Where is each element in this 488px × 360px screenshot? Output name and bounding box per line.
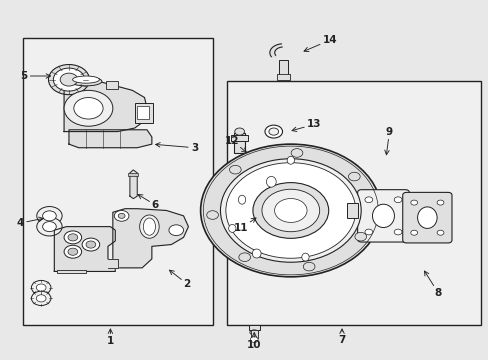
- Bar: [279, 60, 287, 76]
- Circle shape: [364, 229, 372, 235]
- Ellipse shape: [266, 176, 276, 187]
- Circle shape: [64, 90, 113, 126]
- Text: 13: 13: [291, 120, 321, 131]
- Ellipse shape: [70, 77, 102, 86]
- Bar: [227, 81, 480, 325]
- Polygon shape: [113, 209, 188, 268]
- Circle shape: [393, 229, 401, 235]
- Circle shape: [206, 211, 218, 219]
- Circle shape: [436, 200, 443, 205]
- FancyBboxPatch shape: [357, 190, 408, 242]
- Circle shape: [37, 207, 62, 225]
- Circle shape: [220, 159, 361, 262]
- Circle shape: [303, 262, 314, 271]
- Polygon shape: [64, 81, 147, 132]
- Bar: [346, 203, 357, 218]
- Circle shape: [74, 98, 103, 119]
- Ellipse shape: [140, 215, 159, 238]
- Text: 9: 9: [384, 127, 392, 155]
- Circle shape: [410, 230, 417, 235]
- Circle shape: [200, 144, 380, 277]
- Circle shape: [36, 284, 46, 291]
- Circle shape: [64, 231, 81, 244]
- Text: 2: 2: [169, 270, 190, 289]
- Circle shape: [238, 253, 250, 261]
- Ellipse shape: [252, 249, 261, 258]
- Text: 10: 10: [246, 333, 261, 350]
- Text: 12: 12: [224, 136, 246, 152]
- Bar: [57, 270, 86, 273]
- Circle shape: [31, 280, 51, 295]
- Circle shape: [262, 189, 319, 232]
- Circle shape: [274, 199, 306, 222]
- Circle shape: [68, 248, 78, 255]
- Circle shape: [53, 68, 84, 91]
- Text: 3: 3: [155, 143, 198, 153]
- Ellipse shape: [301, 253, 308, 261]
- Circle shape: [364, 197, 372, 203]
- Circle shape: [42, 222, 56, 231]
- Circle shape: [114, 211, 129, 221]
- Bar: [277, 74, 289, 80]
- Text: 7: 7: [338, 329, 345, 345]
- Bar: [105, 81, 118, 89]
- Polygon shape: [69, 130, 152, 148]
- Polygon shape: [54, 226, 115, 271]
- Text: 1: 1: [106, 329, 114, 346]
- FancyBboxPatch shape: [402, 192, 451, 243]
- Bar: [248, 324, 259, 330]
- Bar: [233, 134, 245, 153]
- Polygon shape: [130, 170, 137, 199]
- Text: 14: 14: [304, 35, 336, 51]
- Circle shape: [86, 241, 96, 248]
- Bar: [128, 173, 138, 176]
- Circle shape: [37, 217, 62, 236]
- Text: 5: 5: [20, 71, 50, 81]
- Circle shape: [82, 238, 100, 251]
- Circle shape: [250, 337, 258, 342]
- Text: 8: 8: [424, 271, 441, 298]
- Circle shape: [225, 163, 355, 258]
- Bar: [22, 39, 212, 325]
- Circle shape: [354, 233, 366, 241]
- Text: 6: 6: [138, 194, 159, 210]
- Ellipse shape: [73, 76, 99, 83]
- Circle shape: [36, 295, 46, 302]
- Ellipse shape: [372, 204, 394, 228]
- Bar: [230, 135, 248, 140]
- Circle shape: [393, 197, 401, 203]
- Bar: [137, 107, 149, 119]
- Circle shape: [252, 183, 328, 238]
- Circle shape: [229, 165, 241, 174]
- Ellipse shape: [417, 207, 436, 228]
- Circle shape: [31, 291, 51, 306]
- Circle shape: [60, 73, 78, 86]
- Circle shape: [290, 149, 302, 157]
- Circle shape: [118, 213, 125, 219]
- Ellipse shape: [228, 225, 236, 232]
- Bar: [135, 103, 153, 123]
- Circle shape: [268, 128, 278, 135]
- Ellipse shape: [286, 156, 294, 164]
- Circle shape: [348, 172, 360, 181]
- Text: 4: 4: [17, 217, 43, 228]
- Circle shape: [436, 230, 443, 235]
- Ellipse shape: [143, 218, 155, 235]
- Ellipse shape: [238, 195, 245, 204]
- Circle shape: [48, 64, 89, 95]
- Circle shape: [168, 225, 183, 235]
- Bar: [250, 330, 257, 338]
- Circle shape: [68, 234, 78, 241]
- Circle shape: [410, 200, 417, 205]
- Polygon shape: [108, 259, 118, 268]
- Circle shape: [234, 128, 244, 135]
- Circle shape: [64, 245, 81, 258]
- Circle shape: [42, 211, 56, 221]
- Text: 11: 11: [233, 218, 256, 233]
- Ellipse shape: [249, 330, 258, 335]
- Circle shape: [264, 125, 282, 138]
